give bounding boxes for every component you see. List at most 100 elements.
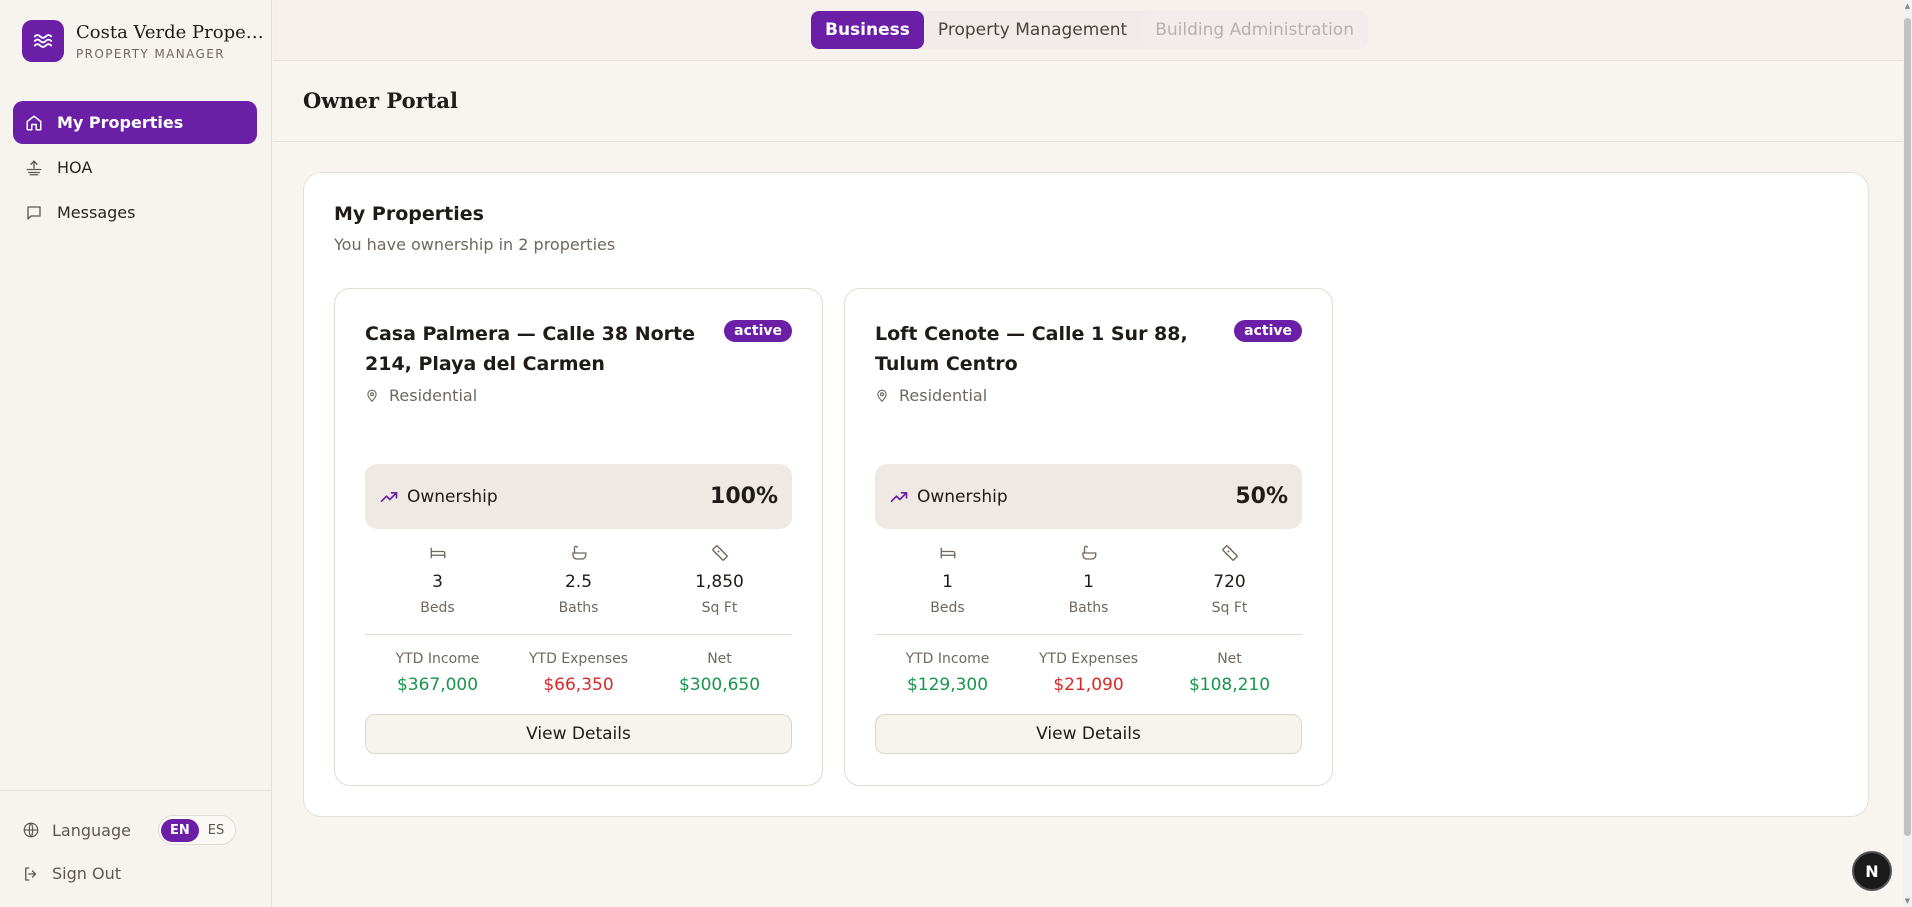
beds-value: 1 [942,572,953,592]
panel-subtitle: You have ownership in 2 properties [334,235,616,254]
sign-out-button[interactable]: Sign Out [22,864,121,883]
waves-logo-icon [22,20,64,62]
sidebar-nav: My Properties HOA Messages [13,101,257,236]
ytd-expenses-value: $21,090 [1053,675,1124,695]
sidebar-item-label: My Properties [57,113,184,132]
bed-icon [875,544,1020,566]
beds-value: 3 [432,572,443,592]
trending-up-icon [379,487,399,507]
ytd-expenses-label: YTD Expenses [1038,651,1139,667]
ownership-value: 50% [1235,484,1288,509]
baths-value: 2.5 [564,572,593,592]
property-name: Loft Cenote — Calle 1 Sur 88, Tulum Cent… [875,323,1188,375]
my-properties-panel: My Properties You have ownership in 2 pr… [303,172,1869,817]
language-option-en[interactable]: EN [161,818,199,842]
baths-value: 1 [1083,572,1094,592]
sqft-stat: 720 Sq Ft [1157,544,1302,616]
property-type-label: Residential [899,386,988,405]
ruler-icon [647,544,792,566]
baths-label: Baths [558,600,599,616]
ownership-box: Ownership 50% [875,464,1302,529]
sign-out-label: Sign Out [52,864,121,883]
tab-business[interactable]: Business [811,11,924,49]
net: Net $300,650 [647,651,792,695]
message-icon [23,202,45,224]
ownership-label: Ownership [917,486,1008,507]
financial-summary: YTD Income $367,000 YTD Expenses $66,350… [365,651,792,695]
sidebar-item-hoa[interactable]: HOA [13,146,257,189]
ytd-expenses-label: YTD Expenses [528,651,629,667]
sqft-stat: 1,850 Sq Ft [647,544,792,616]
brand-subtitle: PROPERTY MANAGER [76,46,225,61]
property-type-label: Residential [389,386,478,405]
property-type: Residential [365,386,477,405]
card-divider [875,634,1302,635]
ytd-income-value: $367,000 [396,675,479,695]
map-pin-icon [365,389,379,403]
sqft-label: Sq Ft [701,600,738,616]
ytd-income: YTD Income $129,300 [875,651,1020,695]
ytd-expenses-value: $66,350 [543,675,614,695]
dev-tools-badge[interactable]: N [1852,851,1892,891]
panel-title: My Properties [334,203,484,225]
ytd-income-label: YTD Income [395,651,480,667]
page-scrollbar[interactable]: ▲ ▼ [1903,0,1912,907]
header-divider [273,141,1903,142]
view-details-button[interactable]: View Details [875,714,1302,754]
scrollbar-thumb[interactable] [1904,18,1911,836]
scroll-down-arrow-icon[interactable]: ▼ [1904,897,1911,905]
status-badge: active [724,320,792,342]
baths-stat: 2.5 Baths [510,544,647,616]
workspace-tabs: Business Property Management Building Ad… [811,11,1368,49]
bath-icon [1020,544,1157,566]
ruler-icon [1157,544,1302,566]
page-title: Owner Portal [303,88,458,113]
sqft-value: 720 [1213,572,1246,592]
sqft-value: 1,850 [695,572,744,592]
baths-stat: 1 Baths [1020,544,1157,616]
sidebar: Costa Verde Proper... PROPERTY MANAGER M… [0,0,272,907]
financial-summary: YTD Income $129,300 YTD Expenses $21,090… [875,651,1302,695]
sqft-label: Sq Ft [1211,600,1248,616]
beds-label: Beds [930,600,965,616]
property-stats: 3 Beds 2.5 Baths 1,850 Sq Ft [365,544,792,616]
tab-property-management[interactable]: Property Management [937,20,1128,40]
ownership-label: Ownership [407,486,498,507]
hoa-icon [23,157,45,179]
sidebar-item-my-properties[interactable]: My Properties [13,101,257,144]
ownership-box: Ownership 100% [365,464,792,529]
ytd-expenses: YTD Expenses $66,350 [510,651,647,695]
top-bar: Business Property Management Building Ad… [273,0,1903,61]
map-pin-icon [875,389,889,403]
net: Net $108,210 [1157,651,1302,695]
sidebar-item-label: Messages [57,203,136,222]
bed-icon [365,544,510,566]
trending-up-icon [889,487,909,507]
net-label: Net [707,651,732,667]
net-value: $300,650 [678,675,761,695]
beds-label: Beds [420,600,455,616]
baths-label: Baths [1068,600,1109,616]
language-label: Language [52,820,131,840]
bath-icon [510,544,647,566]
scroll-up-arrow-icon[interactable]: ▲ [1904,2,1911,10]
status-badge: active [1234,320,1302,342]
property-name: Casa Palmera — Calle 38 Norte 214, Playa… [365,323,696,375]
sidebar-item-messages[interactable]: Messages [13,191,257,234]
net-label: Net [1217,651,1242,667]
home-icon [23,112,45,134]
language-selector: Language EN ES [22,815,237,845]
view-details-button[interactable]: View Details [365,714,792,754]
beds-stat: 1 Beds [875,544,1020,616]
sidebar-item-label: HOA [57,158,93,177]
net-value: $108,210 [1188,675,1271,695]
property-card: Loft Cenote — Calle 1 Sur 88, Tulum Cent… [844,288,1333,786]
property-card: Casa Palmera — Calle 38 Norte 214, Playa… [334,288,823,786]
globe-icon [22,821,40,839]
beds-stat: 3 Beds [365,544,510,616]
brand-name: Costa Verde Proper... [76,21,266,43]
brand[interactable]: Costa Verde Proper... PROPERTY MANAGER [22,20,266,62]
language-option-es[interactable]: ES [207,822,225,838]
ytd-income-label: YTD Income [905,651,990,667]
ownership-value: 100% [710,484,778,509]
